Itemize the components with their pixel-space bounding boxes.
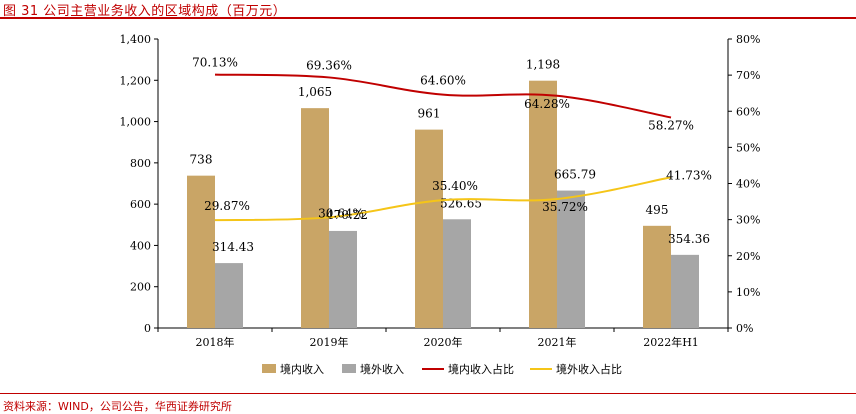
right-tick-label: 80% bbox=[736, 33, 760, 46]
left-tick-label: 0 bbox=[144, 322, 151, 335]
left-tick-label: 200 bbox=[130, 281, 151, 294]
overseas-share-line bbox=[214, 176, 672, 222]
right-tick-label: 60% bbox=[736, 105, 760, 118]
domestic-share-label: 64.28% bbox=[524, 97, 570, 111]
overseas-revenue-label: 354.36 bbox=[668, 232, 710, 246]
domestic-share-line bbox=[214, 73, 672, 119]
left-tick-label: 800 bbox=[130, 157, 151, 170]
overseas-share-label: 35.72% bbox=[542, 200, 588, 214]
source-note: 资料来源：WIND，公司公告，华西证券研究所 bbox=[3, 400, 232, 413]
right-tick-label: 40% bbox=[736, 178, 760, 191]
x-tick-label: 2022年H1 bbox=[643, 335, 699, 349]
overseas-revenue-bar bbox=[215, 263, 243, 328]
legend-domestic-revenue-text: 境内收入 bbox=[280, 362, 324, 376]
legend-overseas-share-text: 境外收入占比 bbox=[556, 362, 622, 376]
overseas-share-label: 35.40% bbox=[432, 179, 478, 193]
domestic-revenue-bar bbox=[529, 80, 557, 328]
figure-title: 图 31 公司主营业务收入的区域构成（百万元） bbox=[3, 4, 287, 19]
domestic-revenue-bar bbox=[415, 129, 443, 328]
overseas-revenue-bar bbox=[557, 190, 585, 328]
x-tick-label: 2020年 bbox=[424, 335, 463, 349]
x-tick-label: 2019年 bbox=[310, 335, 349, 349]
right-tick-label: 0% bbox=[736, 322, 753, 335]
overseas-revenue-bar bbox=[329, 230, 357, 328]
x-tick-label: 2021年 bbox=[538, 335, 577, 349]
left-tick-label: 1,000 bbox=[120, 116, 152, 129]
overseas-share-label: 29.87% bbox=[204, 199, 250, 213]
domestic-revenue-bar bbox=[643, 225, 671, 328]
domestic-revenue-label: 961 bbox=[418, 107, 441, 121]
overseas-share-label: 30.64% bbox=[318, 206, 364, 220]
title-rule bbox=[0, 17, 856, 19]
legend-overseas-revenue-text: 境外收入 bbox=[360, 362, 404, 376]
domestic-revenue-label: 738 bbox=[190, 153, 213, 167]
left-tick-label: 1,200 bbox=[120, 74, 152, 87]
domestic-share-label: 69.36% bbox=[306, 58, 352, 72]
domestic-revenue-label: 1,198 bbox=[526, 58, 560, 72]
right-tick-label: 10% bbox=[736, 286, 760, 299]
overseas-revenue-bar bbox=[671, 254, 699, 328]
x-tick-label: 2018年 bbox=[196, 335, 235, 349]
left-tick-label: 600 bbox=[130, 198, 151, 211]
legend-domestic-revenue-swatch bbox=[262, 364, 276, 373]
domestic-share-label: 70.13% bbox=[192, 56, 238, 70]
footer-rule bbox=[0, 393, 856, 394]
left-tick-label: 1,400 bbox=[120, 33, 152, 46]
right-tick-label: 30% bbox=[736, 214, 760, 227]
domestic-revenue-label: 1,065 bbox=[298, 85, 332, 99]
overseas-share-label: 41.73% bbox=[666, 168, 712, 182]
right-tick-label: 70% bbox=[736, 69, 760, 82]
overseas-revenue-label: 314.43 bbox=[212, 240, 254, 254]
overseas-revenue-label: 665.79 bbox=[554, 168, 596, 182]
legend-domestic-share-text: 境内收入占比 bbox=[448, 362, 514, 376]
right-tick-label: 20% bbox=[736, 250, 760, 263]
left-tick-label: 400 bbox=[130, 239, 151, 252]
legend-overseas-revenue-swatch bbox=[342, 364, 356, 373]
right-tick-label: 50% bbox=[736, 141, 760, 154]
overseas-revenue-bar bbox=[443, 219, 471, 328]
domestic-share-label: 64.60% bbox=[420, 74, 466, 88]
domestic-share-label: 58.27% bbox=[648, 118, 694, 132]
domestic-revenue-bar bbox=[187, 175, 215, 328]
domestic-revenue-label: 495 bbox=[646, 203, 669, 217]
